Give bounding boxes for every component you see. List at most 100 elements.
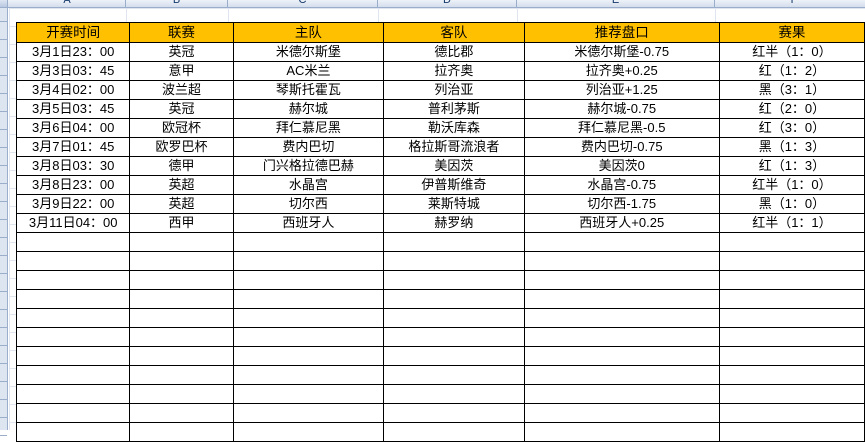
cell-handicap[interactable]: 米德尔斯堡-0.75 <box>523 42 720 62</box>
cell-away[interactable]: 伊普斯维奇 <box>383 175 525 195</box>
table-row[interactable]: 3月1日23：00 英冠 米德尔斯堡 德比郡 米德尔斯堡-0.75 红半（1：0） <box>15 42 865 62</box>
cell-home-empty[interactable] <box>232 232 385 252</box>
row-header-cell[interactable] <box>0 76 7 94</box>
cell-home[interactable]: 琴斯托霍瓦 <box>232 80 385 100</box>
cell-league[interactable]: 英超 <box>129 194 234 214</box>
cell-kickoff-empty[interactable] <box>15 384 131 404</box>
cell-result[interactable]: 红（3：0） <box>718 118 865 138</box>
cell-home[interactable]: 水晶宫 <box>232 175 385 195</box>
cell-home-empty[interactable] <box>232 270 385 290</box>
cell-away-empty[interactable] <box>383 384 525 404</box>
cell-result-empty[interactable] <box>718 327 865 347</box>
row-header-cell[interactable] <box>0 94 7 112</box>
row-header-cell[interactable] <box>0 112 7 130</box>
cell-league[interactable]: 意甲 <box>129 61 234 81</box>
cell-away[interactable]: 赫罗纳 <box>383 213 525 233</box>
column-header-e[interactable]: E <box>517 0 715 7</box>
cell-league[interactable]: 波兰超 <box>129 80 234 100</box>
cell-handicap-empty[interactable] <box>523 384 720 404</box>
table-row[interactable]: 3月8日03：30 德甲 门兴格拉德巴赫 美因茨 美因茨0 红（1：3） <box>15 156 865 176</box>
cell-league[interactable]: 德甲 <box>129 156 234 176</box>
cell-handicap-empty[interactable] <box>523 346 720 366</box>
cell-kickoff-empty[interactable] <box>15 403 131 423</box>
cell-league-empty[interactable] <box>129 327 234 347</box>
cell-away-empty[interactable] <box>383 403 525 423</box>
table-row-empty[interactable] <box>15 308 865 328</box>
column-header-d[interactable]: D <box>378 0 517 7</box>
row-header-cell[interactable] <box>0 364 7 382</box>
table-row-empty[interactable] <box>15 346 865 366</box>
cell-home[interactable]: 费内巴切 <box>232 137 385 157</box>
cell-result-empty[interactable] <box>718 308 865 328</box>
cell-home-empty[interactable] <box>232 346 385 366</box>
cell-league-empty[interactable] <box>129 422 234 442</box>
row-header-cell[interactable] <box>0 58 7 76</box>
cell-league-empty[interactable] <box>129 365 234 385</box>
cell-handicap-empty[interactable] <box>523 403 720 423</box>
cell-home-empty[interactable] <box>232 308 385 328</box>
cell-kickoff-empty[interactable] <box>15 365 131 385</box>
column-header-a[interactable]: A <box>9 0 126 7</box>
cell-kickoff[interactable]: 3月11日04：00 <box>15 213 131 233</box>
cell-league[interactable]: 欧冠杯 <box>129 118 234 138</box>
cell-home-empty[interactable] <box>232 403 385 423</box>
cell-away[interactable]: 拉齐奥 <box>383 61 525 81</box>
cell-home-empty[interactable] <box>232 289 385 309</box>
cell-result-empty[interactable] <box>718 384 865 404</box>
cell-result-empty[interactable] <box>718 251 865 271</box>
cell-league[interactable]: 英冠 <box>129 99 234 119</box>
cell-away-empty[interactable] <box>383 365 525 385</box>
cell-handicap-empty[interactable] <box>523 232 720 252</box>
cell-kickoff-empty[interactable] <box>15 251 131 271</box>
cell-home-empty[interactable] <box>232 422 385 442</box>
cell-away-empty[interactable] <box>383 232 525 252</box>
table-row[interactable]: 3月6日04：00 欧冠杯 拜仁慕尼黑 勒沃库森 拜仁慕尼黑-0.5 红（3：0） <box>15 118 865 138</box>
cell-away-empty[interactable] <box>383 422 525 442</box>
cell-result-empty[interactable] <box>718 422 865 442</box>
cell-away-empty[interactable] <box>383 308 525 328</box>
cell-away[interactable]: 列治亚 <box>383 80 525 100</box>
cell-league[interactable]: 欧罗巴杯 <box>129 137 234 157</box>
cell-result-empty[interactable] <box>718 346 865 366</box>
table-row-empty[interactable] <box>15 384 865 404</box>
cell-handicap[interactable]: 拜仁慕尼黑-0.5 <box>523 118 720 138</box>
cell-handicap-empty[interactable] <box>523 327 720 347</box>
cell-league-empty[interactable] <box>129 403 234 423</box>
cell-home[interactable]: 拜仁慕尼黑 <box>232 118 385 138</box>
cell-handicap[interactable]: 切尔西-1.75 <box>523 194 720 214</box>
cell-away[interactable]: 美因茨 <box>383 156 525 176</box>
cell-kickoff[interactable]: 3月6日04：00 <box>15 118 131 138</box>
row-header-cell[interactable] <box>0 8 7 22</box>
cell-handicap[interactable]: 赫尔城-0.75 <box>523 99 720 119</box>
cell-result[interactable]: 黑（1：0） <box>718 194 865 214</box>
cell-result[interactable]: 红（1：2） <box>718 61 865 81</box>
table-row-empty[interactable] <box>15 403 865 423</box>
table-row[interactable]: 3月3日03：45 意甲 AC米兰 拉齐奥 拉齐奥+0.25 红（1：2） <box>15 61 865 81</box>
cell-home[interactable]: AC米兰 <box>232 61 385 81</box>
cell-kickoff-empty[interactable] <box>15 422 131 442</box>
table-row-empty[interactable] <box>15 251 865 271</box>
row-header-cell[interactable] <box>0 382 7 400</box>
row-header-strip[interactable] <box>0 8 8 436</box>
cell-away-empty[interactable] <box>383 251 525 271</box>
column-header-f[interactable]: F <box>715 0 865 7</box>
cell-league[interactable]: 西甲 <box>129 213 234 233</box>
cell-league-empty[interactable] <box>129 251 234 271</box>
cell-result-empty[interactable] <box>718 232 865 252</box>
cell-league-empty[interactable] <box>129 308 234 328</box>
cell-handicap[interactable]: 美因茨0 <box>523 156 720 176</box>
cell-kickoff-empty[interactable] <box>15 232 131 252</box>
cell-kickoff[interactable]: 3月8日23：00 <box>15 175 131 195</box>
cell-home-empty[interactable] <box>232 251 385 271</box>
cell-home[interactable]: 赫尔城 <box>232 99 385 119</box>
cell-league-empty[interactable] <box>129 346 234 366</box>
column-header-b[interactable]: B <box>126 0 228 7</box>
cell-league-empty[interactable] <box>129 289 234 309</box>
column-header-c[interactable]: C <box>228 0 378 7</box>
table-body[interactable]: 3月1日23：00 英冠 米德尔斯堡 德比郡 米德尔斯堡-0.75 红半（1：0） 3月3日… <box>15 42 865 442</box>
cell-result-empty[interactable] <box>718 365 865 385</box>
cell-result-empty[interactable] <box>718 403 865 423</box>
match-prediction-table[interactable]: 开赛时间 联赛 主队 客队 推荐盘口 赛果 3月1日23：00 英冠 米德尔斯堡 德比郡 米德尔斯… <box>15 22 865 442</box>
table-row-empty[interactable] <box>15 365 865 385</box>
cell-result[interactable]: 红半（1：1） <box>718 213 865 233</box>
